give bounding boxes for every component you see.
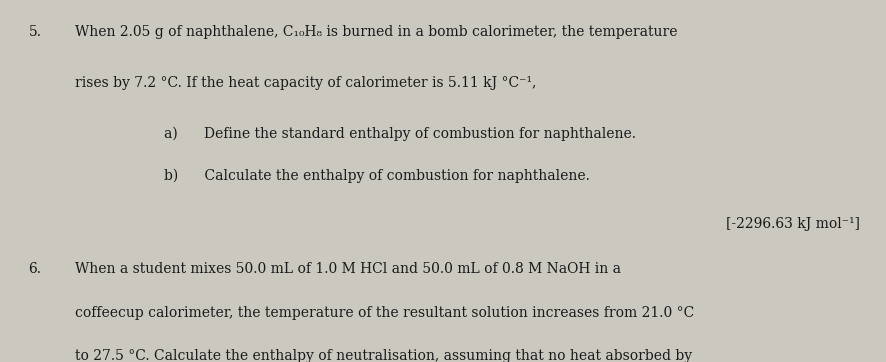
Text: 5.: 5. [28,25,42,39]
Text: When 2.05 g of naphthalene, C₁₀H₈ is burned in a bomb calorimeter, the temperatu: When 2.05 g of naphthalene, C₁₀H₈ is bur… [75,25,677,39]
Text: [-2296.63 kJ mol⁻¹]: [-2296.63 kJ mol⁻¹] [726,217,859,231]
Text: 6.: 6. [28,262,42,277]
Text: When a student mixes 50.0 mL of 1.0 M HCl and 50.0 mL of 0.8 M NaOH in a: When a student mixes 50.0 mL of 1.0 M HC… [75,262,621,277]
Text: rises by 7.2 °C. If the heat capacity of calorimeter is 5.11 kJ °C⁻¹,: rises by 7.2 °C. If the heat capacity of… [75,76,536,90]
Text: coffeecup calorimeter, the temperature of the resultant solution increases from : coffeecup calorimeter, the temperature o… [75,306,694,320]
Text: b)      Calculate the enthalpy of combustion for naphthalene.: b) Calculate the enthalpy of combustion … [164,168,589,183]
Text: a)      Define the standard enthalpy of combustion for naphthalene.: a) Define the standard enthalpy of combu… [164,127,635,141]
Text: to 27.5 °C. Calculate the enthalpy of neutralisation, assuming that no heat abso: to 27.5 °C. Calculate the enthalpy of ne… [75,349,692,362]
